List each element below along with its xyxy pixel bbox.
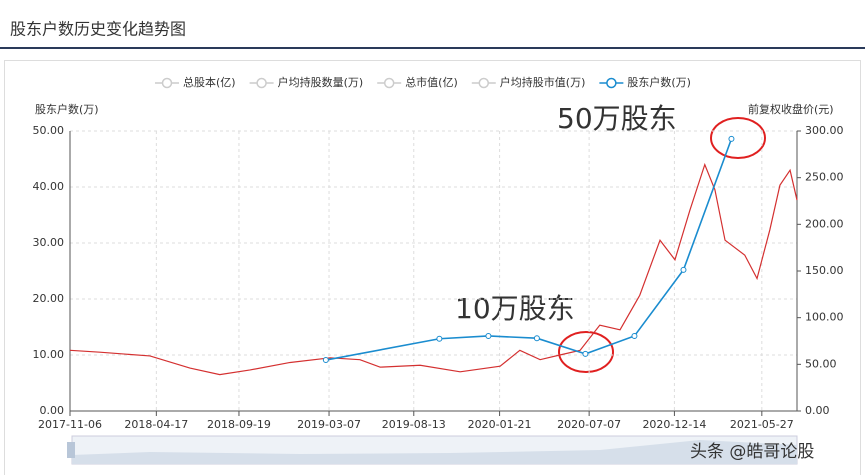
zoom-preview (72, 440, 797, 464)
legend-label[interactable]: 户均持股市值(万) (500, 75, 586, 89)
y-tick-label: 30.00 (33, 236, 65, 249)
highlight-circle (710, 117, 766, 159)
y-tick-label: 20.00 (33, 292, 65, 305)
legend-label[interactable]: 总股本(亿) (183, 75, 236, 89)
series-line (325, 138, 733, 361)
y2-tick-label: 150.00 (805, 264, 844, 277)
y2-tick-label: 300.00 (805, 124, 844, 137)
y-tick-label: 50.00 (33, 124, 65, 137)
y2-tick-label: 100.00 (805, 311, 844, 324)
annotation: 50万股东 (557, 102, 677, 135)
y-axis-title: 股东户数(万) (35, 102, 99, 116)
y2-axis-title: 前复权收盘价(元) (748, 102, 834, 116)
legend-icon[interactable] (383, 77, 395, 89)
x-tick-label: 2019-08-13 (382, 418, 446, 431)
series-point[interactable] (631, 332, 638, 339)
y-tick-label: 10.00 (33, 348, 65, 361)
legend-icon[interactable] (478, 77, 490, 89)
highlight-circle (558, 331, 614, 373)
y-tick-label: 0.00 (40, 404, 65, 417)
legend-label[interactable]: 户均持股数量(万) (278, 75, 364, 89)
zoom-handle[interactable] (67, 442, 75, 458)
y-tick-label: 40.00 (33, 180, 65, 193)
series-point[interactable] (582, 350, 589, 357)
page-title: 股东户数历史变化趋势图 (10, 20, 186, 39)
y2-tick-label: 200.00 (805, 217, 844, 230)
x-tick-label: 2018-09-19 (207, 418, 271, 431)
legend-icon[interactable] (256, 77, 267, 89)
y2-tick-label: 0.00 (805, 404, 830, 417)
series-point[interactable] (436, 335, 443, 342)
x-tick-label: 2019-03-07 (297, 418, 361, 431)
legend-label[interactable]: 总市值(亿) (405, 75, 458, 89)
series-point[interactable] (680, 266, 687, 273)
x-tick-label: 2020-01-21 (468, 418, 532, 431)
legend-icon[interactable] (161, 77, 173, 89)
price-line (69, 162, 798, 376)
x-tick-label: 2017-11-06 (38, 418, 102, 431)
x-tick-label: 2020-07-07 (557, 418, 621, 431)
legend-label[interactable]: 股东户数(万) (627, 75, 691, 89)
series-point[interactable] (533, 335, 540, 342)
series-point[interactable] (485, 332, 492, 339)
series-point[interactable] (728, 135, 735, 142)
y2-tick-label: 50.00 (805, 357, 837, 370)
x-tick-label: 2020-12-14 (642, 418, 706, 431)
series-point[interactable] (322, 357, 329, 364)
x-tick-label: 2018-04-17 (124, 418, 188, 431)
annotation: 10万股东 (455, 292, 575, 325)
legend-icon[interactable] (606, 77, 617, 89)
chart-frame (4, 60, 861, 475)
watermark: 头条 @皓哥论股 (690, 442, 814, 462)
x-tick-label: 2021-05-27 (730, 418, 794, 431)
y2-tick-label: 250.00 (805, 171, 844, 184)
